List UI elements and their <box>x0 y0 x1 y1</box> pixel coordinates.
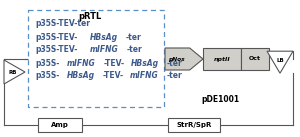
Text: nptII: nptII <box>214 56 230 62</box>
Text: p35S-: p35S- <box>35 72 59 81</box>
Text: -ter: -ter <box>167 72 183 81</box>
Text: mIFNG: mIFNG <box>90 45 119 55</box>
Text: Amp: Amp <box>51 122 69 128</box>
Text: -ter: -ter <box>167 58 183 68</box>
Text: HBsAg: HBsAg <box>67 72 94 81</box>
Polygon shape <box>4 60 25 84</box>
Bar <box>203 48 241 70</box>
Text: StrR/SpR: StrR/SpR <box>176 122 212 128</box>
Text: LB: LB <box>276 58 284 62</box>
Text: HBsAg: HBsAg <box>90 32 118 42</box>
Text: pRTL: pRTL <box>78 12 102 21</box>
Text: -TEV-: -TEV- <box>103 58 125 68</box>
Text: -TEV-: -TEV- <box>103 72 124 81</box>
Bar <box>38 118 82 132</box>
Text: p35S-TEV-: p35S-TEV- <box>35 45 77 55</box>
Bar <box>241 48 269 70</box>
Text: -ter: -ter <box>127 45 142 55</box>
Text: mIFNG: mIFNG <box>130 72 159 81</box>
Text: p35S-TEV-ter: p35S-TEV-ter <box>35 19 90 28</box>
Text: HBsAg: HBsAg <box>131 58 159 68</box>
Text: -ter: -ter <box>126 32 142 42</box>
Text: pDE1001: pDE1001 <box>201 95 239 105</box>
Polygon shape <box>267 51 293 73</box>
Text: mIFNG: mIFNG <box>67 58 95 68</box>
Text: p35S-TEV-: p35S-TEV- <box>35 32 77 42</box>
Bar <box>28 10 164 107</box>
Polygon shape <box>165 48 203 70</box>
Text: RB: RB <box>9 69 17 75</box>
Bar <box>168 118 220 132</box>
Text: p35S-: p35S- <box>35 58 59 68</box>
Text: Oct: Oct <box>249 56 261 62</box>
Text: pNos: pNos <box>168 56 184 62</box>
